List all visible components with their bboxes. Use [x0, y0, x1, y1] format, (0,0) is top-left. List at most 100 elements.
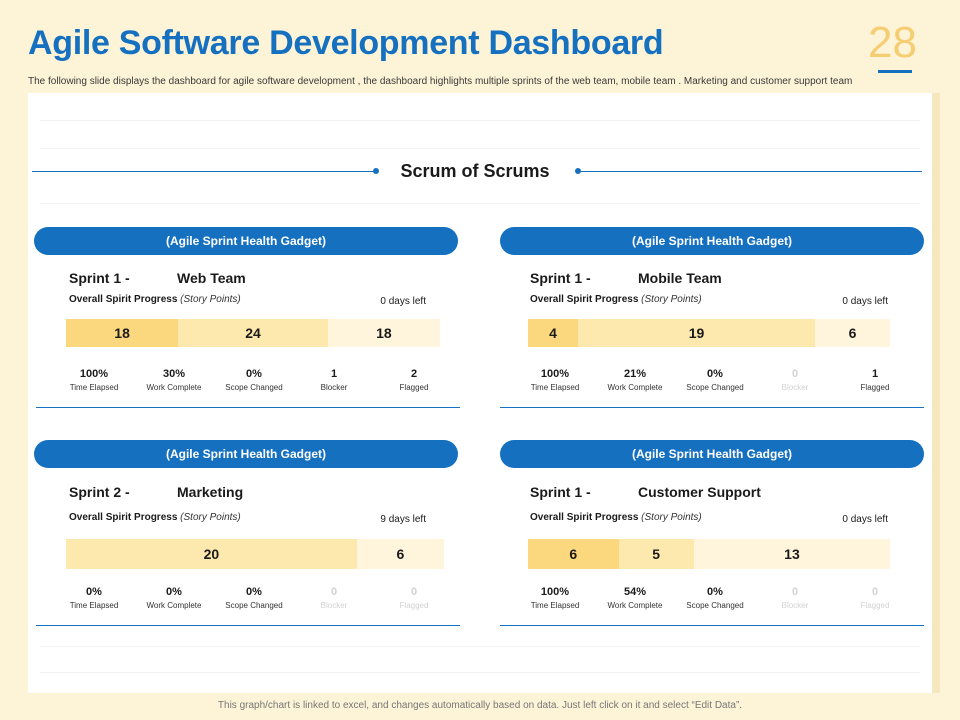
story-points-bar: 20 6 — [66, 539, 444, 569]
progress-unit: (Story Points) — [641, 294, 702, 305]
stat-label: Scope Changed — [686, 383, 744, 392]
stat-value: 0 — [410, 586, 418, 598]
sprint-gadget-marketing: (Agile Sprint Health Gadget) Sprint 2 - … — [34, 440, 460, 630]
stat-value: 0% — [86, 586, 102, 598]
stat-label: Work Complete — [146, 601, 202, 610]
footer-note: This graph/chart is linked to excel, and… — [217, 700, 743, 711]
stat-time-elapsed: 100% Time Elapsed — [515, 586, 595, 610]
bar-segment: 4 — [528, 319, 578, 347]
stat-label: Scope Changed — [225, 601, 283, 610]
stat-time-elapsed: 0% Time Elapsed — [54, 586, 134, 610]
stat-value: 21% — [623, 368, 647, 380]
bar-segment: 13 — [693, 539, 890, 569]
stat-work-complete: 0% Work Complete — [134, 586, 214, 610]
team-name: Marketing — [177, 484, 244, 500]
gadget-bottom-rule — [500, 625, 924, 626]
section-divider-right — [578, 171, 922, 172]
stat-value: 0 — [871, 586, 879, 598]
gridline — [40, 120, 920, 121]
content-panel — [28, 93, 932, 693]
bar-segment: 6 — [815, 319, 890, 347]
bar-segment: 5 — [618, 539, 694, 569]
stat-value: 0% — [707, 586, 723, 598]
sprint-stats: 100% Time Elapsed 21% Work Complete 0% Scop… — [515, 368, 915, 392]
stat-blocker: 0 Blocker — [755, 586, 835, 610]
stat-value: 2 — [410, 368, 418, 380]
stat-label: Flagged — [399, 383, 429, 392]
bar-segment: 18 — [327, 319, 440, 347]
slide-title: Agile Software Development Dashboard — [28, 24, 664, 62]
progress-label: Overall Spirit Progress (Story Points) — [69, 294, 241, 305]
days-left: 0 days left — [380, 296, 426, 307]
section-title: Scrum of Scrums — [400, 161, 550, 181]
gadget-header-pill: (Agile Sprint Health Gadget) — [500, 440, 924, 468]
days-left: 9 days left — [380, 514, 426, 525]
stat-label: Flagged — [399, 601, 429, 610]
progress-label: Overall Spirit Progress (Story Points) — [530, 512, 702, 523]
gridline — [40, 203, 920, 204]
stat-scope-changed: 0% Scope Changed — [214, 586, 294, 610]
stat-flagged: 2 Flagged — [374, 368, 454, 392]
gadget-header-pill: (Agile Sprint Health Gadget) — [34, 227, 458, 255]
team-name: Mobile Team — [638, 270, 722, 286]
story-points-bar: 18 24 18 — [66, 319, 440, 347]
gadget-bottom-rule — [36, 407, 460, 408]
stat-label: Blocker — [320, 601, 348, 610]
stat-work-complete: 21% Work Complete — [595, 368, 675, 392]
slide-subtitle: The following slide displays the dashboa… — [28, 76, 853, 87]
days-left: 0 days left — [842, 296, 888, 307]
panel-shadow — [932, 93, 940, 693]
stat-flagged: 0 Flagged — [374, 586, 454, 610]
stat-scope-changed: 0% Scope Changed — [675, 586, 755, 610]
stat-blocker: 0 Blocker — [755, 368, 835, 392]
gadget-header-pill: (Agile Sprint Health Gadget) — [500, 227, 924, 255]
stat-value: 30% — [162, 368, 186, 380]
progress-label-text: Overall Spirit Progress — [530, 294, 639, 305]
team-name: Web Team — [177, 270, 246, 286]
stat-label: Scope Changed — [686, 601, 744, 610]
section-divider-left — [32, 171, 378, 172]
bar-segment: 6 — [356, 539, 444, 569]
section-divider-dot-left — [373, 168, 379, 174]
stat-time-elapsed: 100% Time Elapsed — [54, 368, 134, 392]
page-number-underline — [878, 70, 912, 73]
stat-label: Scope Changed — [225, 383, 283, 392]
stat-label: Blocker — [320, 383, 348, 392]
stat-value: 1 — [330, 368, 338, 380]
page-number: 28 — [868, 18, 917, 67]
progress-label-text: Overall Spirit Progress — [69, 512, 178, 523]
sprint-stats: 100% Time Elapsed 30% Work Complete 0% Scop… — [54, 368, 454, 392]
stat-label: Flagged — [860, 383, 890, 392]
stat-flagged: 1 Flagged — [835, 368, 915, 392]
stat-label: Blocker — [781, 601, 809, 610]
progress-label-text: Overall Spirit Progress — [69, 294, 178, 305]
stat-label: Blocker — [781, 383, 809, 392]
stat-label: Time Elapsed — [530, 383, 580, 392]
stat-scope-changed: 0% Scope Changed — [214, 368, 294, 392]
progress-label: Overall Spirit Progress (Story Points) — [530, 294, 702, 305]
gadget-header-pill: (Agile Sprint Health Gadget) — [34, 440, 458, 468]
stat-value: 100% — [540, 368, 570, 380]
stat-value: 1 — [871, 368, 879, 380]
progress-label: Overall Spirit Progress (Story Points) — [69, 512, 241, 523]
sprint-gadget-web-team: (Agile Sprint Health Gadget) Sprint 1 - … — [34, 227, 460, 417]
story-points-bar: 4 19 6 — [528, 319, 890, 347]
stat-label: Work Complete — [146, 383, 202, 392]
team-name: Customer Support — [638, 484, 761, 500]
stat-value: 100% — [540, 586, 570, 598]
gridline — [40, 646, 920, 647]
bar-segment: 20 — [66, 539, 357, 569]
progress-unit: (Story Points) — [180, 512, 241, 523]
stat-value: 54% — [623, 586, 647, 598]
stat-label: Flagged — [860, 601, 890, 610]
progress-unit: (Story Points) — [641, 512, 702, 523]
stat-work-complete: 30% Work Complete — [134, 368, 214, 392]
sprint-name: Sprint 1 - — [530, 270, 591, 286]
sprint-stats: 0% Time Elapsed 0% Work Complete 0% Scope C… — [54, 586, 454, 610]
gridline — [40, 148, 920, 149]
gridline — [40, 672, 920, 673]
sprint-gadget-mobile-team: (Agile Sprint Health Gadget) Sprint 1 - … — [500, 227, 926, 417]
stat-value: 0% — [246, 586, 262, 598]
stat-blocker: 1 Blocker — [294, 368, 374, 392]
bar-segment: 19 — [577, 319, 816, 347]
